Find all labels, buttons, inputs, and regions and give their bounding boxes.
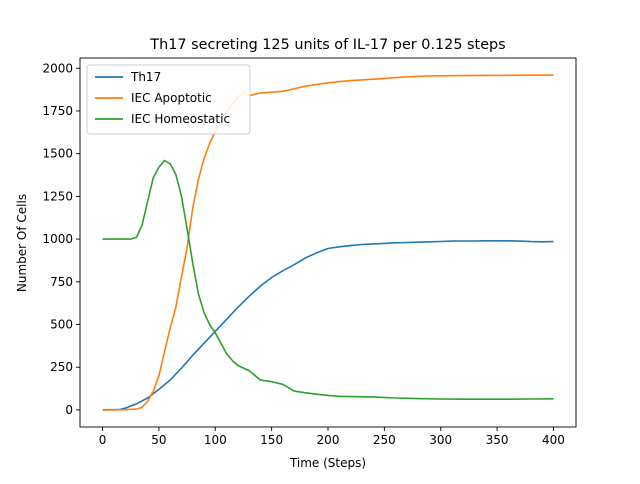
legend-label: IEC Apoptotic (131, 91, 212, 105)
chart-title: Th17 secreting 125 units of IL-17 per 0.… (149, 37, 505, 53)
x-tick-label: 100 (204, 433, 227, 447)
y-tick-label: 1500 (42, 147, 73, 161)
x-tick-label: 400 (542, 433, 565, 447)
x-tick-label: 250 (373, 433, 396, 447)
legend-box (86, 64, 251, 135)
x-tick-label: 200 (317, 433, 340, 447)
x-tick-label: 0 (99, 433, 107, 447)
y-tick-label: 1000 (42, 232, 73, 246)
y-tick-label: 250 (50, 360, 73, 374)
y-tick-label: 0 (65, 403, 73, 417)
y-tick-label: 500 (50, 318, 73, 332)
axes-layer: 0 50 100 150 200 250 300 350 400 0 250 500 750 1000 12… (42, 57, 577, 447)
x-axis-label: Time (Steps) (289, 456, 366, 470)
series-line-th17 (102, 240, 554, 411)
legend-label: Th17 (130, 70, 161, 84)
y-tick-label: 1750 (42, 104, 73, 118)
legend: Th17 IEC Apoptotic IEC Homeostatic (86, 64, 251, 135)
x-tick-label: 150 (260, 433, 283, 447)
legend-label: IEC Homeostatic (131, 112, 230, 126)
x-tick-label: 300 (429, 433, 452, 447)
y-axis-label: Number Of Cells (15, 194, 29, 292)
y-tick-label: 750 (50, 275, 73, 289)
y-tick-label: 1250 (42, 189, 73, 203)
series-line-iec-homeostatic (102, 159, 554, 400)
x-tick-label: 50 (151, 433, 166, 447)
x-tick-label: 350 (486, 433, 509, 447)
y-tick-label: 2000 (42, 61, 73, 75)
